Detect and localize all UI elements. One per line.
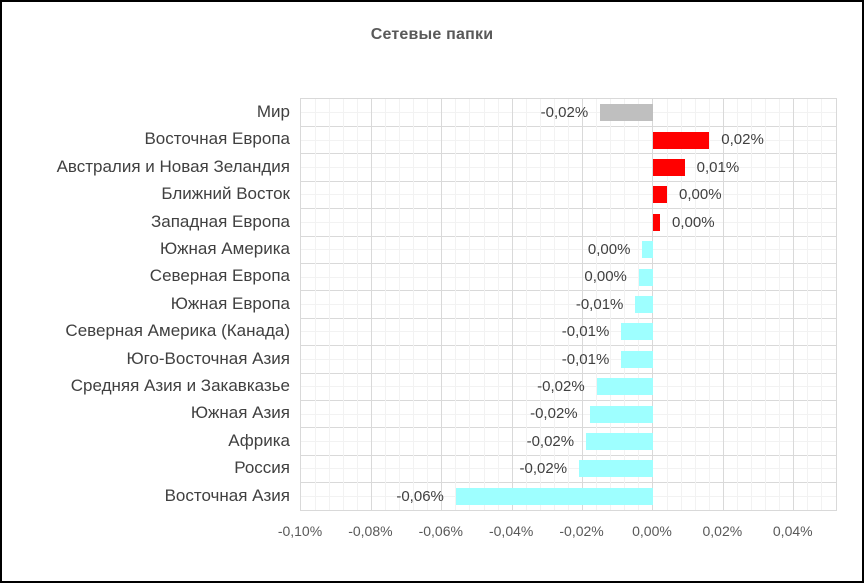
bar (621, 323, 653, 341)
gridline-vertical (722, 99, 724, 510)
gridline-vertical (568, 99, 569, 510)
value-label: -0,01% (561, 323, 610, 341)
category-label: Южная Америка (159, 239, 290, 258)
gridline-vertical (610, 99, 612, 510)
category-label: Южная Азия (190, 403, 290, 423)
category-label: Северная Америка (Канада) (65, 321, 290, 341)
value-label: -0,01% (575, 295, 624, 313)
gridline-vertical (680, 99, 682, 510)
gridline-vertical (413, 99, 415, 510)
category-label: Средняя Азия и Закавказье (70, 376, 290, 395)
gridline-vertical (582, 99, 584, 510)
chart-title: Сетевые папки (370, 26, 494, 43)
value-label: 0,01% (696, 158, 740, 176)
category-label: Юго-Восточная Азия (126, 348, 290, 368)
value-label: 0,00% (679, 186, 722, 204)
value-label: -0,02% (519, 460, 568, 478)
x-tick-label: -0,02% (559, 523, 604, 539)
category-label: Восточная Европа (144, 129, 290, 149)
gridline-vertical (511, 99, 513, 510)
value-label: 0,00% (584, 268, 627, 286)
gridline-vertical (314, 99, 316, 510)
gridline-vertical (751, 99, 753, 510)
x-tick-label: 0,00% (632, 523, 672, 539)
category-label: Ближний Восток (161, 184, 290, 204)
bar (652, 159, 685, 176)
gridline-vertical (399, 99, 401, 510)
gridline-vertical (483, 99, 485, 510)
x-tick-label: 0,02% (702, 523, 743, 539)
value-label: -0,06% (396, 487, 444, 505)
value-label: 0,02% (721, 131, 764, 149)
gridline-vertical (694, 99, 696, 510)
gridline-vertical (807, 99, 809, 510)
gridline-vertical (497, 99, 499, 510)
gridline-vertical (708, 99, 710, 510)
x-tick-label: -0,04% (488, 523, 534, 539)
gridline-vertical (328, 99, 330, 510)
gridline-vertical (539, 99, 541, 510)
gridline-vertical (765, 99, 767, 510)
gridline-vertical (553, 99, 555, 510)
bar (586, 433, 653, 450)
category-label: Восточная Азия (164, 485, 290, 505)
category-label: Западная Европа (150, 211, 290, 231)
value-label: -0,02% (526, 432, 575, 450)
category-label: Мир (256, 102, 290, 121)
bar (600, 104, 653, 122)
value-label: 0,00% (672, 213, 715, 231)
value-label: -0,02% (540, 104, 589, 121)
plot-area: -0,02% 0,02% 0,01% 0,00% 0,00% 0,00% 0,00% -0,0… (300, 98, 837, 511)
gridline-vertical (525, 99, 527, 510)
value-label: -0,02% (530, 405, 578, 423)
bar (652, 131, 710, 149)
x-tick-label: 0,04% (772, 523, 813, 539)
value-label: -0,02% (537, 378, 585, 395)
x-tick-label: -0,10% (277, 523, 323, 539)
gridline-vertical (779, 99, 781, 510)
category-label: Южная Европа (170, 293, 290, 313)
gridline-vertical (821, 99, 823, 510)
bar (635, 296, 653, 313)
gridline-vertical (736, 99, 738, 510)
value-label: 0,00% (587, 241, 631, 258)
bar (596, 378, 653, 396)
gridline-vertical (652, 99, 654, 510)
x-tick-label: -0,06% (418, 523, 463, 539)
gridline-vertical (356, 99, 358, 510)
bar (642, 241, 653, 259)
gridline-vertical (793, 99, 795, 510)
category-label: Африка (228, 430, 290, 450)
category-label: Австралия и Новая Зеландия (56, 156, 290, 176)
bar (589, 405, 653, 423)
gridline-vertical (384, 99, 386, 510)
gridline-vertical (596, 99, 598, 510)
bar (579, 460, 653, 478)
gridline-vertical (469, 99, 471, 510)
bar (621, 350, 653, 368)
gridline-vertical (624, 99, 626, 510)
bar (455, 487, 653, 505)
bar (652, 186, 668, 204)
gridline-vertical (342, 99, 344, 510)
bar (652, 213, 660, 231)
gridline-vertical (427, 99, 429, 510)
gridline-vertical (455, 99, 457, 510)
gridline-vertical (666, 99, 668, 510)
gridline-vertical (370, 99, 372, 510)
category-label: Северная Европа (149, 266, 290, 286)
bar (638, 268, 653, 286)
gridline-vertical (441, 99, 443, 510)
category-label: Россия (234, 458, 290, 478)
x-tick-label: -0,08% (348, 523, 393, 539)
value-label: -0,01% (561, 350, 610, 368)
